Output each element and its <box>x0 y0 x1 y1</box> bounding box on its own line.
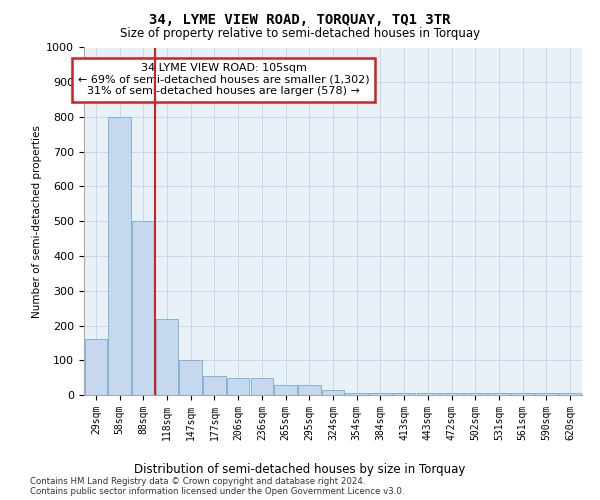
Bar <box>274 384 297 395</box>
Bar <box>227 378 250 395</box>
Text: Contains public sector information licensed under the Open Government Licence v3: Contains public sector information licen… <box>30 487 404 496</box>
Bar <box>535 394 557 395</box>
Bar <box>179 360 202 395</box>
Bar <box>369 394 392 395</box>
Bar <box>393 394 415 395</box>
Bar <box>464 394 487 395</box>
Bar <box>322 390 344 395</box>
Text: Contains HM Land Registry data © Crown copyright and database right 2024.: Contains HM Land Registry data © Crown c… <box>30 477 365 486</box>
Text: 34, LYME VIEW ROAD, TORQUAY, TQ1 3TR: 34, LYME VIEW ROAD, TORQUAY, TQ1 3TR <box>149 12 451 26</box>
Bar <box>85 340 107 395</box>
Bar <box>559 394 581 395</box>
Bar <box>511 394 534 395</box>
Y-axis label: Number of semi-detached properties: Number of semi-detached properties <box>32 125 42 318</box>
Text: Size of property relative to semi-detached houses in Torquay: Size of property relative to semi-detach… <box>120 28 480 40</box>
Bar <box>416 394 439 395</box>
Bar <box>109 117 131 395</box>
Bar <box>440 394 463 395</box>
Text: 34 LYME VIEW ROAD: 105sqm
← 69% of semi-detached houses are smaller (1,302)
31% : 34 LYME VIEW ROAD: 105sqm ← 69% of semi-… <box>77 63 369 96</box>
Bar <box>298 384 320 395</box>
Bar <box>156 318 178 395</box>
Text: Distribution of semi-detached houses by size in Torquay: Distribution of semi-detached houses by … <box>134 462 466 475</box>
Bar <box>203 376 226 395</box>
Bar <box>346 394 368 395</box>
Bar <box>251 378 273 395</box>
Bar <box>132 221 155 395</box>
Bar <box>488 394 510 395</box>
